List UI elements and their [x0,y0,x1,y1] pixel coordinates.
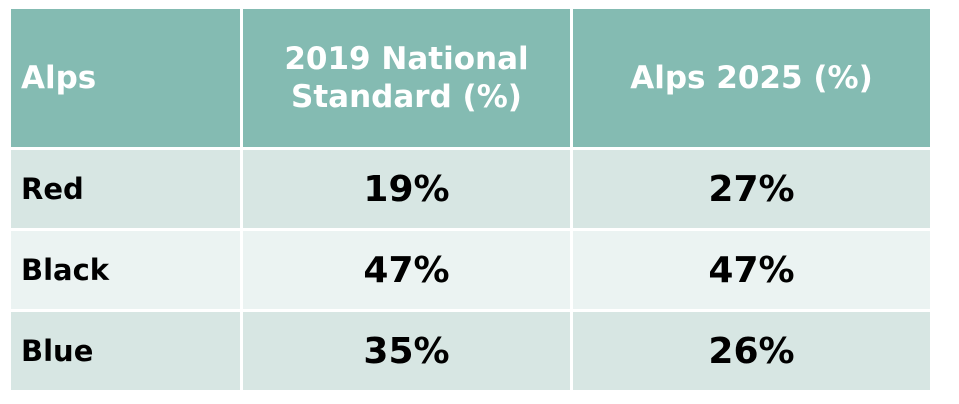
header-cell-alps: Alps [8,6,243,150]
header-cell-alps-2025: Alps 2025 (%) [570,6,933,150]
header-cell-national-2019: 2019 National Standard (%) [240,6,573,150]
cell-alps-blue: 26% [570,309,933,393]
table-row: Blue 35% 26% [8,309,933,393]
header-national-line1: 2019 National [284,41,529,77]
row-label-blue: Blue [8,309,243,393]
data-table: Alps 2019 National Standard (%) Alps 202… [8,6,933,393]
table-row: Red 19% 27% [8,147,933,231]
cell-national-red: 19% [240,147,573,231]
header-national-line2: Standard (%) [291,79,522,115]
table-row: Black 47% 47% [8,228,933,312]
cell-national-blue: 35% [240,309,573,393]
row-label-black: Black [8,228,243,312]
row-label-red: Red [8,147,243,231]
cell-alps-black: 47% [570,228,933,312]
cell-national-black: 47% [240,228,573,312]
cell-alps-red: 27% [570,147,933,231]
table-header-row: Alps 2019 National Standard (%) Alps 202… [8,6,933,150]
